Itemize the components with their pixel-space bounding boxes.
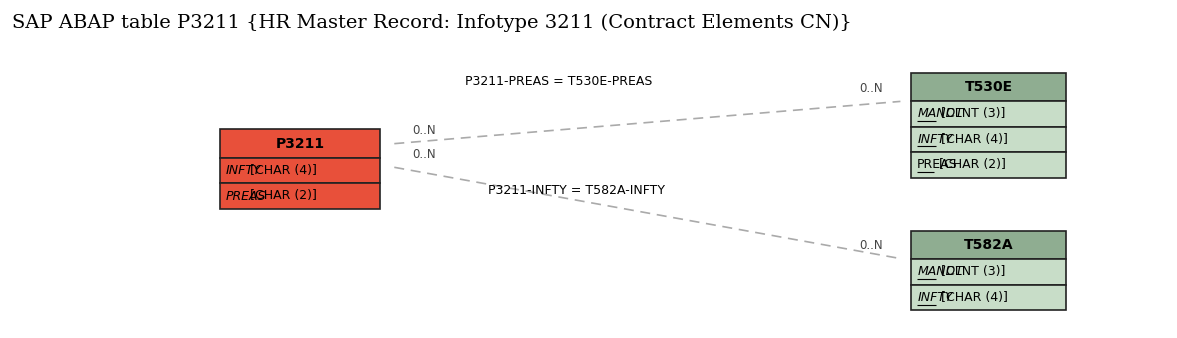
Text: 0..N: 0..N xyxy=(412,124,435,137)
Text: [CHAR (4)]: [CHAR (4)] xyxy=(937,133,1008,146)
Text: [CHAR (2)]: [CHAR (2)] xyxy=(935,158,1006,171)
Text: T582A: T582A xyxy=(964,238,1013,252)
FancyBboxPatch shape xyxy=(911,126,1066,152)
FancyBboxPatch shape xyxy=(220,129,380,158)
Text: [CLNT (3)]: [CLNT (3)] xyxy=(937,107,1005,120)
FancyBboxPatch shape xyxy=(220,158,380,183)
FancyBboxPatch shape xyxy=(911,73,1066,101)
Text: INFTY: INFTY xyxy=(917,133,953,146)
Text: INFTY: INFTY xyxy=(917,291,953,304)
FancyBboxPatch shape xyxy=(911,152,1066,177)
Text: P3211: P3211 xyxy=(275,137,325,150)
Text: 0..N: 0..N xyxy=(412,148,435,161)
Text: [CLNT (3)]: [CLNT (3)] xyxy=(937,265,1005,279)
Text: MANDT: MANDT xyxy=(917,265,963,279)
Text: SAP ABAP table P3211 {HR Master Record: Infotype 3211 (Contract Elements CN)}: SAP ABAP table P3211 {HR Master Record: … xyxy=(12,14,851,32)
FancyBboxPatch shape xyxy=(911,259,1066,285)
Text: MANDT: MANDT xyxy=(917,107,963,120)
Text: P3211-PREAS = T530E-PREAS: P3211-PREAS = T530E-PREAS xyxy=(465,75,653,88)
FancyBboxPatch shape xyxy=(911,231,1066,259)
FancyBboxPatch shape xyxy=(911,101,1066,126)
Text: 0..N: 0..N xyxy=(859,82,883,95)
Text: PREAS: PREAS xyxy=(917,158,958,171)
FancyBboxPatch shape xyxy=(911,285,1066,310)
Text: [CHAR (2)]: [CHAR (2)] xyxy=(246,190,317,202)
Text: [CHAR (4)]: [CHAR (4)] xyxy=(246,164,317,177)
Text: PREAS: PREAS xyxy=(226,190,266,202)
FancyBboxPatch shape xyxy=(220,183,380,209)
Text: T530E: T530E xyxy=(965,80,1012,94)
Text: 0..N: 0..N xyxy=(859,239,883,252)
Text: INFTY: INFTY xyxy=(226,164,261,177)
Text: [CHAR (4)]: [CHAR (4)] xyxy=(937,291,1008,304)
Text: P3211-INFTY = T582A-INFTY: P3211-INFTY = T582A-INFTY xyxy=(488,185,665,197)
